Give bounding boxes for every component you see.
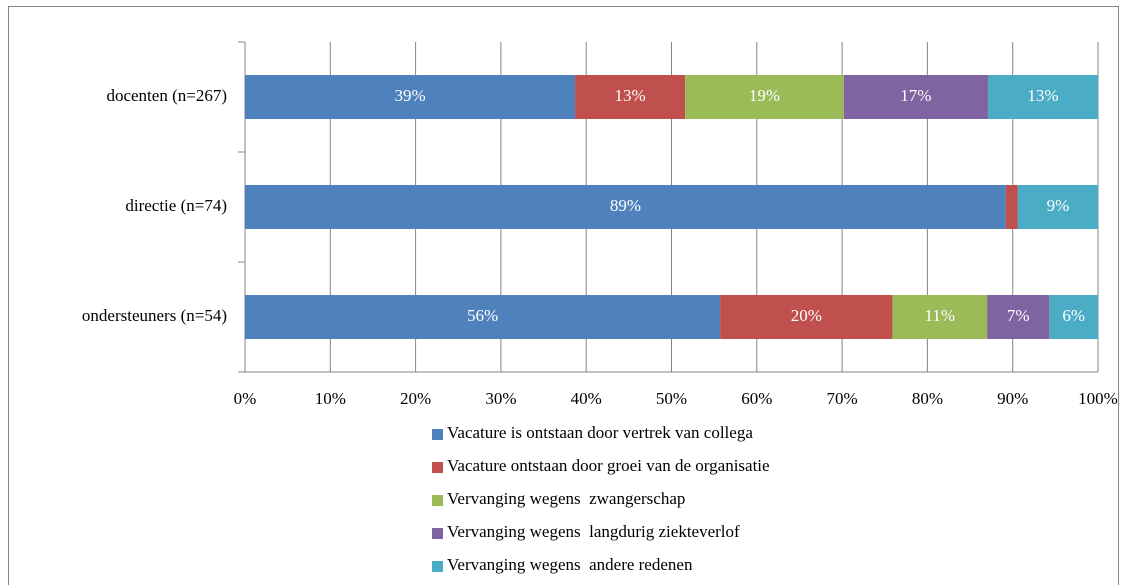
bar-segment: [987, 295, 1050, 339]
legend-swatch: [432, 429, 443, 440]
bar-segment: [892, 295, 988, 339]
data-label: 6%: [1062, 306, 1085, 325]
bar-segment: [720, 295, 893, 339]
data-label: 13%: [1027, 86, 1058, 105]
data-label: 19%: [749, 86, 780, 105]
bar-segment: [245, 75, 576, 119]
y-tick-label: ondersteuners (n=54): [82, 306, 227, 325]
y-tick-label: docenten (n=267): [106, 86, 227, 105]
x-tick-label: 70%: [827, 389, 858, 408]
data-label: 11%: [925, 306, 956, 325]
bar-segment: [575, 75, 686, 119]
data-label: 7%: [1007, 306, 1030, 325]
data-label: 20%: [791, 306, 822, 325]
x-tick-label: 30%: [485, 389, 516, 408]
data-label: 13%: [615, 86, 646, 105]
x-tick-label: 10%: [315, 389, 346, 408]
data-label: 89%: [610, 196, 641, 215]
legend-label: Vervanging wegens zwangerschap: [447, 489, 685, 508]
data-label: 39%: [394, 86, 425, 105]
legend-swatch: [432, 561, 443, 572]
legend-label: Vacature ontstaan door groei van de orga…: [447, 456, 770, 475]
data-label: 9%: [1047, 196, 1070, 215]
x-tick-label: 40%: [571, 389, 602, 408]
bar-segment: [685, 75, 844, 119]
x-tick-label: 80%: [912, 389, 943, 408]
x-tick-label: 0%: [234, 389, 257, 408]
legend-swatch: [432, 462, 443, 473]
legend-label: Vervanging wegens langdurig ziekteverlof: [447, 522, 740, 541]
legend-label: Vervanging wegens andere redenen: [447, 555, 693, 574]
data-label: 56%: [467, 306, 498, 325]
bar-segment: [1005, 185, 1018, 229]
x-tick-label: 90%: [997, 389, 1028, 408]
x-tick-label: 50%: [656, 389, 687, 408]
legend-swatch: [432, 495, 443, 506]
bar-segment: [245, 295, 721, 339]
bar-segment: [843, 75, 988, 119]
legend-label: Vacature is ontstaan door vertrek van co…: [447, 423, 753, 442]
bar-segment: [245, 185, 1006, 229]
y-tick-label: directie (n=74): [125, 196, 227, 215]
bar-segment: [1017, 185, 1098, 229]
x-tick-label: 20%: [400, 389, 431, 408]
bar-segment: [987, 75, 1098, 119]
bar-segment: [1049, 295, 1098, 339]
x-tick-label: 100%: [1078, 389, 1118, 408]
data-label: 17%: [900, 86, 931, 105]
legend-swatch: [432, 528, 443, 539]
x-tick-label: 60%: [741, 389, 772, 408]
